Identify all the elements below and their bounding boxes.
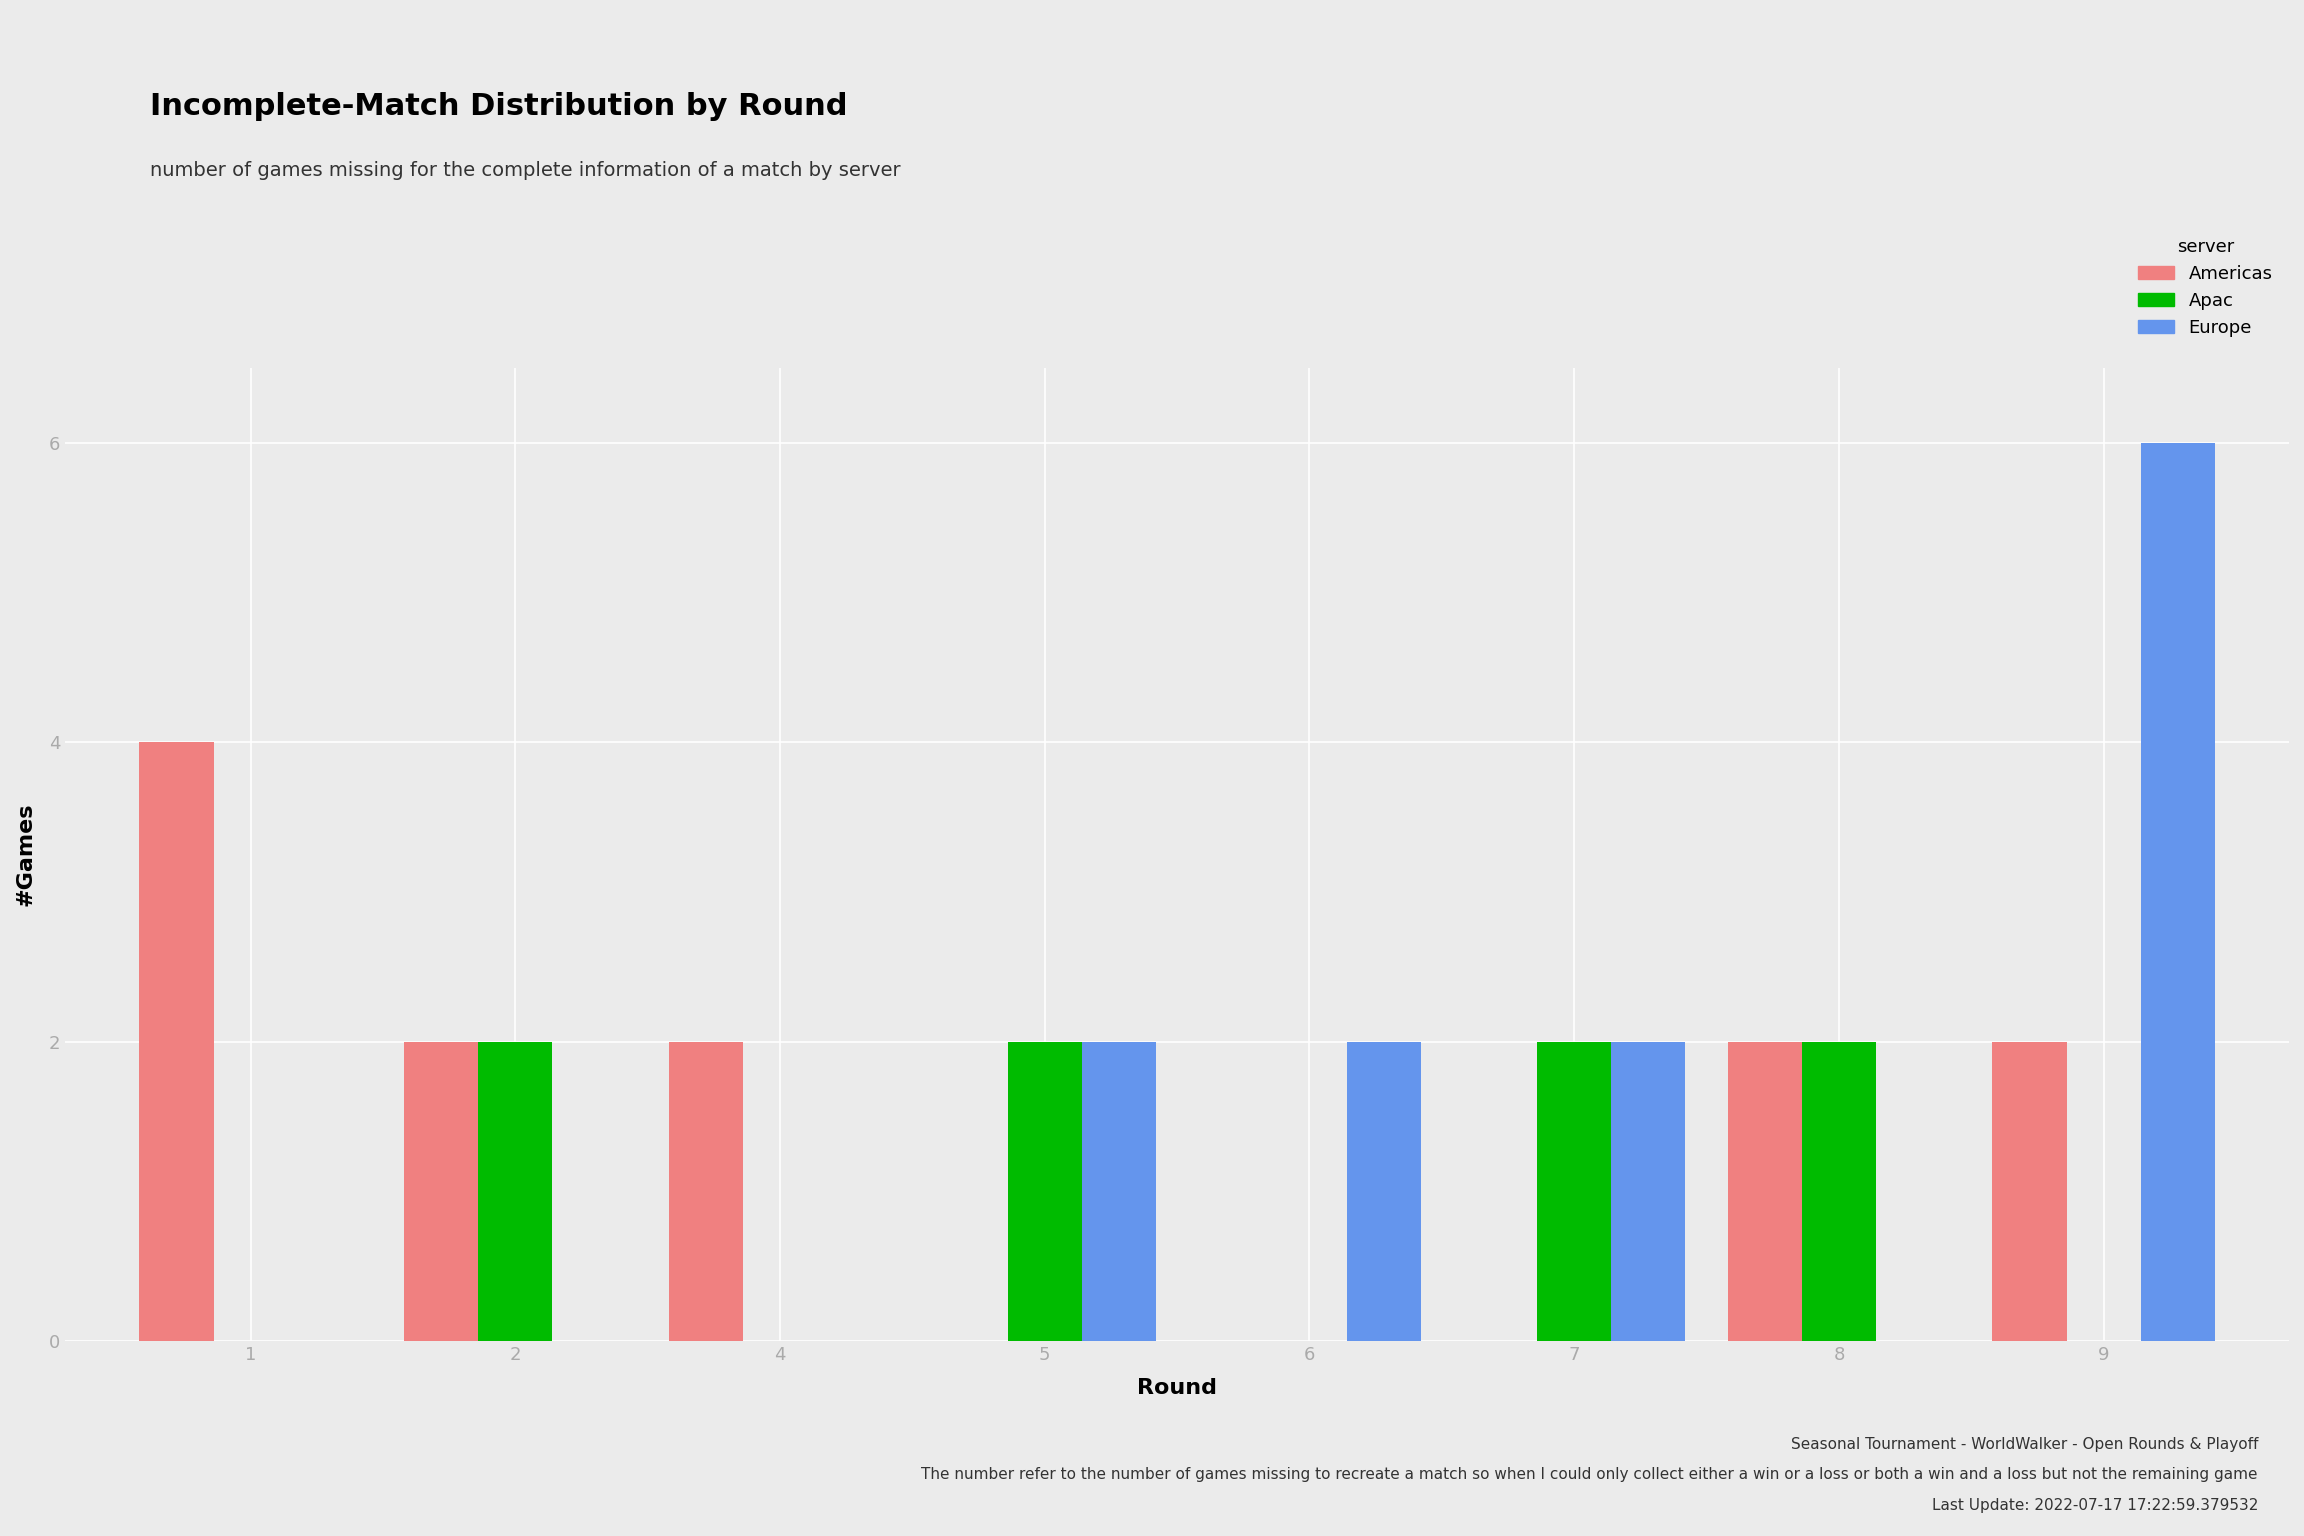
Bar: [1993, 1041, 2067, 1341]
Text: Incomplete-Match Distribution by Round: Incomplete-Match Distribution by Round: [150, 92, 848, 121]
Bar: [1007, 1041, 1083, 1341]
Y-axis label: #Games: #Games: [16, 803, 35, 906]
Bar: [479, 1041, 553, 1341]
Bar: [1537, 1041, 1610, 1341]
Bar: [1346, 1041, 1422, 1341]
Text: The number refer to the number of games missing to recreate a match so when I co: The number refer to the number of games …: [922, 1467, 2258, 1482]
Bar: [138, 742, 214, 1341]
Bar: [1083, 1041, 1157, 1341]
Bar: [2140, 442, 2214, 1341]
Bar: [668, 1041, 742, 1341]
Bar: [403, 1041, 479, 1341]
Bar: [1728, 1041, 1802, 1341]
Bar: [1802, 1041, 1875, 1341]
Text: Seasonal Tournament - WorldWalker - Open Rounds & Playoff: Seasonal Tournament - WorldWalker - Open…: [1790, 1436, 2258, 1452]
X-axis label: Round: Round: [1138, 1378, 1217, 1398]
Text: Last Update: 2022-07-17 17:22:59.379532: Last Update: 2022-07-17 17:22:59.379532: [1931, 1498, 2258, 1513]
Legend: Americas, Apac, Europe: Americas, Apac, Europe: [2131, 230, 2281, 344]
Bar: [1610, 1041, 1687, 1341]
Text: number of games missing for the complete information of a match by server: number of games missing for the complete…: [150, 161, 901, 180]
